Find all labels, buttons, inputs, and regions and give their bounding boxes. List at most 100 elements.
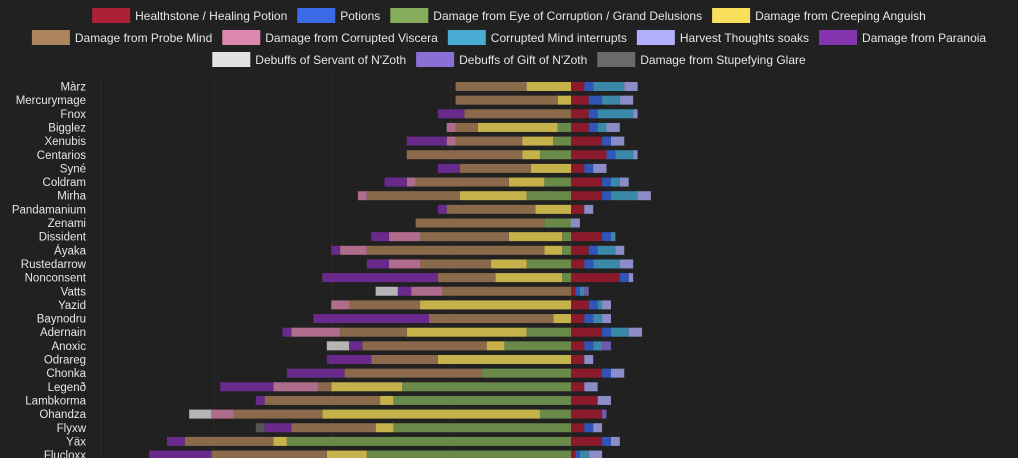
bar-corrupted-mind-interrupts[interactable] — [615, 150, 634, 160]
bar-potions[interactable] — [602, 177, 611, 187]
bar-damage-from-eye-of-corruption-grand-delusions[interactable] — [562, 245, 571, 255]
bar-damage-from-paranoia[interactable] — [349, 341, 363, 351]
bar-potions[interactable] — [584, 423, 594, 433]
legend-swatch-harvest-thoughts-soaks[interactable] — [636, 30, 675, 45]
bar-damage-from-paranoia[interactable] — [313, 314, 429, 324]
bar-damage-from-paranoia[interactable] — [326, 355, 372, 364]
bar-damage-from-paranoia[interactable] — [406, 136, 447, 146]
bar-damage-from-paranoia[interactable] — [166, 436, 185, 446]
bar-damage-from-probe-mind[interactable] — [349, 300, 421, 310]
bar-potions[interactable] — [602, 232, 611, 242]
bar-damage-from-creeping-anguish[interactable] — [491, 259, 527, 269]
bar-potions[interactable] — [588, 122, 598, 132]
bar-damage-from-creeping-anguish[interactable] — [544, 245, 563, 255]
bar-potions[interactable] — [619, 273, 629, 283]
bar-potions[interactable] — [602, 327, 611, 337]
bar-harvest-thoughts-soaks[interactable] — [597, 395, 611, 405]
bar-harvest-thoughts-soaks[interactable] — [606, 122, 620, 132]
bar-damage-from-probe-mind[interactable] — [406, 150, 523, 160]
bar-damage-from-creeping-anguish[interactable] — [508, 232, 563, 242]
bar-damage-from-probe-mind[interactable] — [366, 191, 460, 201]
bar-damage-from-paranoia[interactable] — [437, 163, 460, 173]
bar-damage-from-probe-mind[interactable] — [420, 259, 492, 269]
legend-swatch-damage-from-creeping-anguish[interactable] — [712, 8, 751, 23]
bar-damage-from-eye-of-corruption-grand-delusions[interactable] — [393, 395, 571, 405]
bar-healthstone-healing-potion[interactable] — [571, 177, 603, 187]
bar-damage-from-corrupted-viscera[interactable] — [331, 300, 349, 310]
legend-swatch-damage-from-eye-of-corruption-grand-delusions[interactable] — [390, 8, 429, 23]
bar-damage-from-paranoia[interactable] — [437, 109, 465, 119]
bar-healthstone-healing-potion[interactable] — [571, 82, 585, 91]
bar-healthstone-healing-potion[interactable] — [571, 300, 589, 310]
bar-damage-from-eye-of-corruption-grand-delusions[interactable] — [553, 136, 571, 146]
bar-debuffs-of-gift-of-n-zoth[interactable] — [602, 341, 611, 351]
bar-damage-from-paranoia[interactable] — [220, 382, 274, 392]
bar-damage-from-creeping-anguish[interactable] — [557, 95, 571, 105]
bar-harvest-thoughts-soaks[interactable] — [628, 273, 634, 283]
bar-damage-from-corrupted-viscera[interactable] — [273, 382, 318, 392]
bar-damage-from-paranoia[interactable] — [331, 245, 341, 255]
bar-debuffs-of-gift-of-n-zoth[interactable] — [584, 286, 589, 296]
bar-corrupted-mind-interrupts[interactable] — [610, 327, 629, 337]
bar-harvest-thoughts-soaks[interactable] — [633, 150, 638, 160]
bar-corrupted-mind-interrupts[interactable] — [593, 82, 625, 91]
bar-harvest-thoughts-soaks[interactable] — [593, 423, 603, 433]
bar-damage-from-creeping-anguish[interactable] — [531, 163, 571, 173]
bar-corrupted-mind-interrupts[interactable] — [579, 450, 589, 458]
bar-damage-from-corrupted-viscera[interactable] — [211, 409, 234, 419]
bar-potions[interactable] — [602, 436, 611, 446]
bar-damage-from-probe-mind[interactable] — [317, 382, 332, 392]
bar-corrupted-mind-interrupts[interactable] — [593, 259, 620, 269]
bar-damage-from-eye-of-corruption-grand-delusions[interactable] — [539, 150, 571, 160]
bar-debuffs-of-servant-of-n-zoth[interactable] — [189, 409, 212, 419]
bar-damage-from-creeping-anguish[interactable] — [522, 150, 540, 160]
bar-damage-from-corrupted-viscera[interactable] — [411, 286, 443, 296]
bar-damage-from-corrupted-viscera[interactable] — [388, 232, 421, 242]
bar-damage-from-creeping-anguish[interactable] — [508, 177, 545, 187]
bar-healthstone-healing-potion[interactable] — [571, 273, 620, 283]
bar-potions[interactable] — [606, 150, 616, 160]
bar-damage-from-probe-mind[interactable] — [455, 122, 478, 132]
bar-corrupted-mind-interrupts[interactable] — [610, 177, 620, 187]
bar-healthstone-healing-potion[interactable] — [571, 286, 576, 296]
bar-harvest-thoughts-soaks[interactable] — [619, 177, 629, 187]
bar-healthstone-healing-potion[interactable] — [571, 191, 603, 201]
bar-harvest-thoughts-soaks[interactable] — [633, 109, 638, 119]
bar-harvest-thoughts-soaks[interactable] — [610, 368, 625, 378]
bar-harvest-thoughts-soaks[interactable] — [588, 450, 603, 458]
bar-healthstone-healing-potion[interactable] — [571, 150, 607, 160]
bar-healthstone-healing-potion[interactable] — [571, 327, 603, 337]
bar-damage-from-probe-mind[interactable] — [344, 368, 483, 378]
legend-swatch-damage-from-probe-mind[interactable] — [31, 30, 70, 45]
bar-damage-from-paranoia[interactable] — [255, 395, 265, 405]
bar-damage-from-corrupted-viscera[interactable] — [291, 327, 341, 337]
bar-damage-from-probe-mind[interactable] — [415, 177, 509, 187]
bar-harvest-thoughts-soaks[interactable] — [637, 191, 651, 201]
bar-damage-from-creeping-anguish[interactable] — [326, 450, 367, 458]
bar-damage-from-paranoia[interactable] — [149, 450, 212, 458]
bar-damage-from-probe-mind[interactable] — [442, 286, 571, 296]
bar-damage-from-corrupted-viscera[interactable] — [340, 245, 367, 255]
bar-damage-from-paranoia[interactable] — [264, 423, 292, 433]
bar-damage-from-creeping-anguish[interactable] — [522, 136, 554, 146]
bar-damage-from-creeping-anguish[interactable] — [380, 395, 394, 405]
bar-potions[interactable] — [588, 245, 598, 255]
bar-damage-from-paranoia[interactable] — [437, 204, 447, 214]
bar-damage-from-paranoia[interactable] — [371, 232, 389, 242]
bar-healthstone-healing-potion[interactable] — [571, 355, 585, 364]
bar-damage-from-probe-mind[interactable] — [371, 355, 438, 364]
legend-swatch-damage-from-paranoia[interactable] — [819, 30, 858, 45]
bar-harvest-thoughts-soaks[interactable] — [571, 218, 580, 228]
legend-swatch-debuffs-of-servant-of-n-zoth[interactable] — [212, 52, 251, 67]
bar-healthstone-healing-potion[interactable] — [571, 368, 603, 378]
bar-damage-from-probe-mind[interactable] — [464, 109, 571, 119]
bar-damage-from-probe-mind[interactable] — [455, 82, 527, 91]
bar-corrupted-mind-interrupts[interactable] — [593, 341, 603, 351]
bar-damage-from-creeping-anguish[interactable] — [406, 327, 527, 337]
bar-damage-from-probe-mind[interactable] — [211, 450, 327, 458]
bar-damage-from-eye-of-corruption-grand-delusions[interactable] — [482, 368, 571, 378]
bar-damage-from-eye-of-corruption-grand-delusions[interactable] — [286, 436, 571, 446]
bar-damage-from-probe-mind[interactable] — [415, 218, 545, 228]
bar-healthstone-healing-potion[interactable] — [571, 109, 589, 119]
bar-damage-from-eye-of-corruption-grand-delusions[interactable] — [526, 259, 571, 269]
